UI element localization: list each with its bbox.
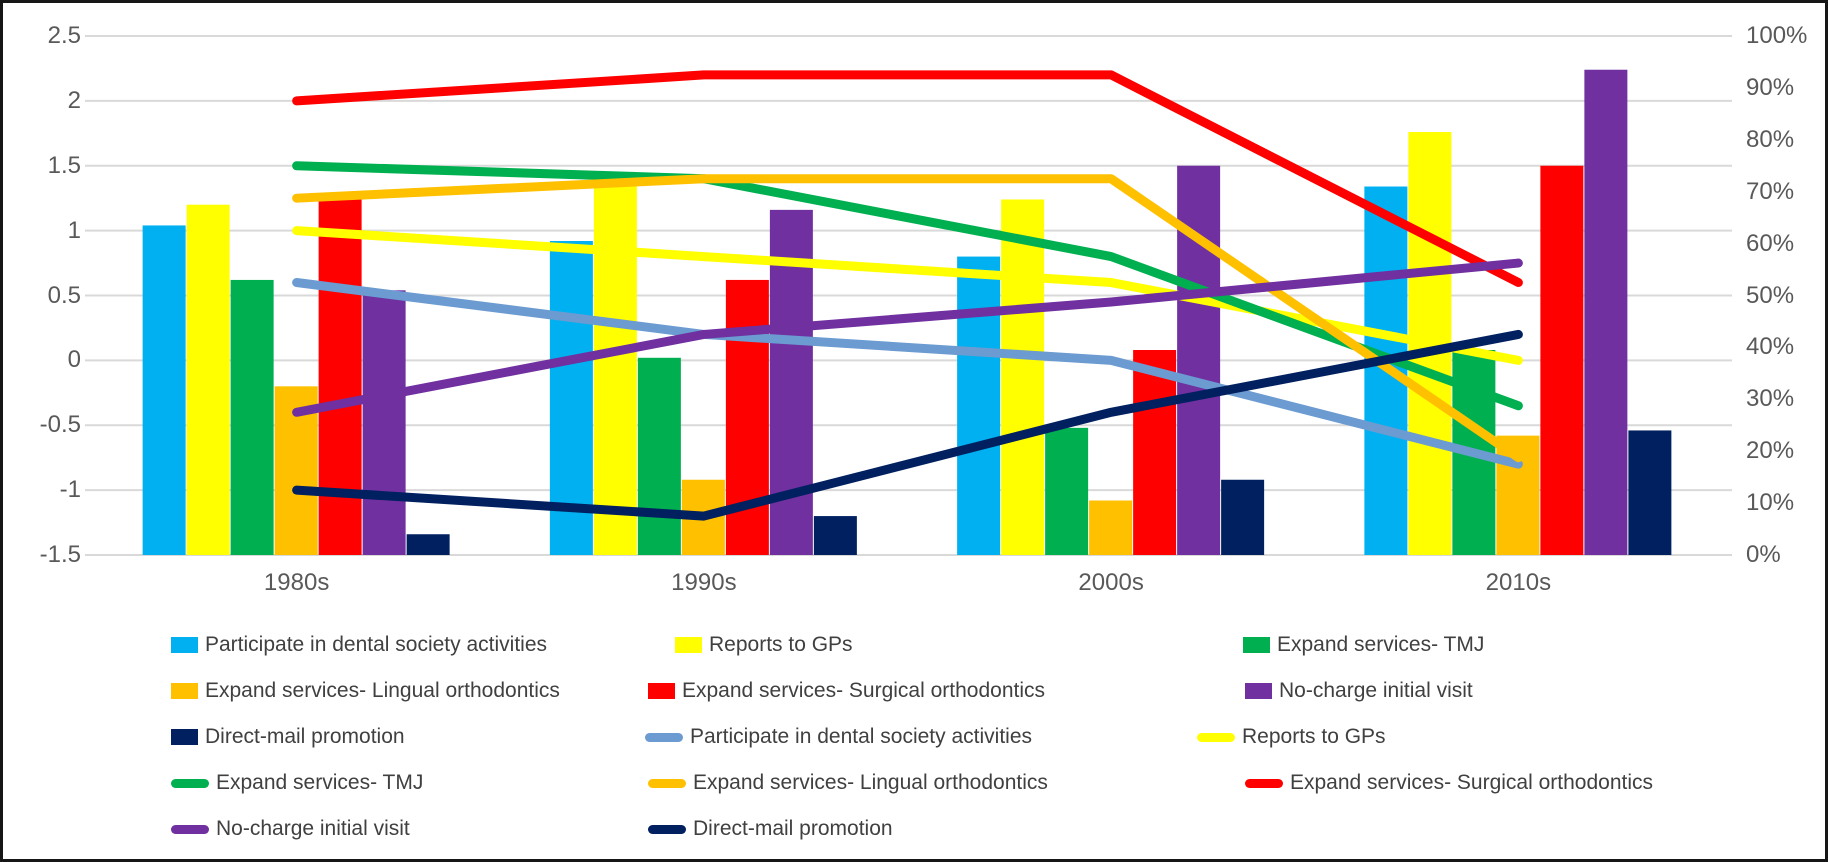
- legend-bar-swatch-icon: [171, 683, 198, 699]
- bar-expand-services-tmj-1980s: [230, 279, 274, 555]
- legend-label: Direct-mail promotion: [205, 725, 405, 748]
- legend-item-line-6: No-charge initial visit: [171, 817, 410, 841]
- legend-bar-swatch-icon: [675, 637, 702, 653]
- bar-direct-mail-promotion-2000s: [1221, 479, 1265, 555]
- legend-item-line-3: Expand services- TMJ: [171, 771, 423, 795]
- bar-no-charge-initial-visit-1980s: [362, 290, 406, 555]
- right-axis-tick: 0%: [1746, 541, 1781, 568]
- right-axis-tick: 30%: [1746, 385, 1795, 413]
- right-axis-tick: 10%: [1746, 489, 1795, 517]
- line-expand-services-surgical-orthodontics: [292, 70, 1523, 288]
- bar-no-charge-initial-visit-2010s: [1584, 69, 1628, 556]
- line-participate-in-dental-society-activities: [292, 278, 1523, 469]
- legend-bar-swatch-icon: [648, 683, 675, 699]
- left-axis-tick: 0.5: [47, 281, 81, 309]
- bar-participate-in-dental-society-activities-1980s: [142, 225, 186, 555]
- category-label-1990s: 1990s: [671, 569, 737, 596]
- legend-item-bar-1: Participate in dental society activities: [171, 633, 547, 657]
- left-axis-tick: 1.5: [47, 151, 81, 179]
- bar-expand-services-tmj-2000s: [1045, 427, 1089, 555]
- legend-line-marker-icon: [648, 824, 686, 834]
- bar-expand-services-surgical-orthodontics-2000s: [1133, 349, 1177, 555]
- legend-label: Expand services- Surgical orthodontics: [682, 679, 1046, 702]
- legend-item-bar-3: Expand services- TMJ: [1243, 633, 1484, 657]
- legend-line-marker-icon: [1245, 778, 1283, 788]
- legend-line-marker-icon: [645, 732, 683, 742]
- legend-item-line-2: Reports to GPs: [1197, 725, 1386, 749]
- legend-label: No-charge initial visit: [216, 817, 410, 840]
- bar-expand-services-surgical-orthodontics-2010s: [1540, 165, 1584, 555]
- bar-expand-services-lingual-orthodontics-2000s: [1089, 500, 1133, 555]
- legend-label: Participate in dental society activities: [690, 725, 1032, 748]
- bar-reports-to-gps-1990s: [593, 183, 637, 556]
- left-axis-tick: 2.5: [47, 22, 81, 49]
- legend-label: Reports to GPs: [1242, 725, 1386, 748]
- legend-line-marker-icon: [1197, 732, 1235, 742]
- legend-item-bar-2: Reports to GPs: [675, 633, 853, 657]
- bar-expand-services-tmj-1990s: [637, 357, 681, 555]
- legend-item-line-1: Participate in dental society activities: [645, 725, 1032, 749]
- category-label-1980s: 1980s: [263, 569, 330, 596]
- legend-label: Direct-mail promotion: [693, 817, 893, 840]
- legend-line-marker-icon: [648, 778, 686, 788]
- right-axis-tick: 90%: [1746, 73, 1795, 101]
- legend-label: Expand services- TMJ: [1277, 633, 1485, 656]
- legend-item-line-5: Expand services- Surgical orthodontics: [1245, 771, 1653, 795]
- line-no-charge-initial-visit: [292, 258, 1523, 417]
- bar-reports-to-gps-1980s: [186, 204, 230, 556]
- line-expand-services-tmj: [292, 161, 1523, 411]
- legend-label: Expand services- Lingual orthodontics: [693, 771, 1048, 794]
- right-axis-tick: 100%: [1746, 22, 1808, 49]
- bar-direct-mail-promotion-1980s: [406, 534, 450, 555]
- right-axis-tick: 40%: [1746, 333, 1795, 361]
- legend-line-marker-icon: [171, 778, 209, 788]
- left-axis-tick: 1: [67, 216, 81, 244]
- legend-item-bar-7: Direct-mail promotion: [171, 725, 405, 749]
- left-axis-tick: -0.5: [39, 411, 81, 439]
- bar-participate-in-dental-society-activities-2000s: [957, 256, 1001, 555]
- right-axis-tick: 50%: [1746, 281, 1795, 309]
- category-label-2000s: 2000s: [1078, 569, 1144, 596]
- legend-item-bar-5: Expand services- Surgical orthodontics: [648, 679, 1045, 703]
- legend-label: Expand services- Lingual orthodontics: [205, 679, 560, 702]
- right-axis-tick: 70%: [1746, 177, 1795, 205]
- combo-chart-plot: [85, 35, 1732, 556]
- line-direct-mail-promotion: [292, 329, 1523, 521]
- bar-direct-mail-promotion-2010s: [1628, 430, 1672, 555]
- legend-label: Expand services- Surgical orthodontics: [1290, 771, 1654, 794]
- bar-direct-mail-promotion-1990s: [813, 516, 857, 555]
- left-axis-tick: -1.5: [39, 541, 81, 568]
- bar-expand-services-surgical-orthodontics-1990s: [725, 279, 769, 555]
- right-axis-tick: 60%: [1746, 229, 1795, 257]
- bar-reports-to-gps-2000s: [1001, 199, 1045, 556]
- legend-item-bar-6: No-charge initial visit: [1245, 679, 1473, 703]
- legend-label: No-charge initial visit: [1279, 679, 1473, 702]
- left-axis-tick: 2: [67, 86, 81, 114]
- legend-bar-swatch-icon: [1245, 683, 1272, 699]
- legend-bar-swatch-icon: [1243, 637, 1270, 653]
- legend-item-line-4: Expand services- Lingual orthodontics: [648, 771, 1048, 795]
- legend-bar-swatch-icon: [171, 637, 198, 653]
- legend-bar-swatch-icon: [171, 729, 198, 745]
- legend-label: Expand services- TMJ: [216, 771, 424, 794]
- left-axis-tick: -1: [59, 476, 81, 504]
- legend-item-line-7: Direct-mail promotion: [648, 817, 893, 841]
- line-expand-services-lingual-orthodontics: [292, 174, 1523, 463]
- category-label-2010s: 2010s: [1485, 569, 1552, 596]
- legend-label: Reports to GPs: [709, 633, 853, 656]
- legend-item-bar-4: Expand services- Lingual orthodontics: [171, 679, 560, 703]
- right-axis-tick: 80%: [1746, 125, 1795, 153]
- right-axis-tick: 20%: [1746, 437, 1795, 465]
- left-axis-tick: 0: [67, 346, 81, 374]
- bar-expand-services-surgical-orthodontics-1980s: [318, 199, 362, 556]
- legend-label: Participate in dental society activities: [205, 633, 547, 656]
- legend-line-marker-icon: [171, 824, 209, 834]
